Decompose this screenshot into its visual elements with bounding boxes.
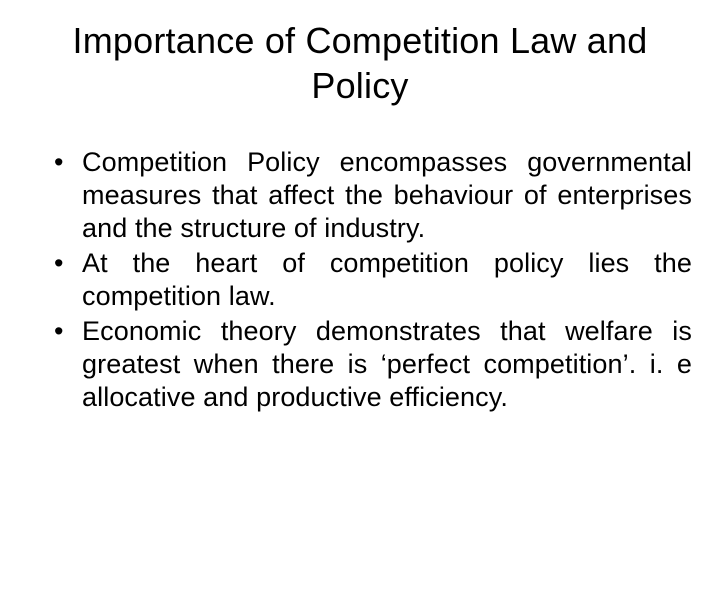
list-item: At the heart of competition policy lies … <box>54 247 692 313</box>
slide-title: Importance of Competition Law and Policy <box>28 18 692 108</box>
bullet-list: Competition Policy encompasses governmen… <box>28 146 692 414</box>
list-item: Economic theory demonstrates that welfar… <box>54 315 692 414</box>
list-item: Competition Policy encompasses governmen… <box>54 146 692 245</box>
